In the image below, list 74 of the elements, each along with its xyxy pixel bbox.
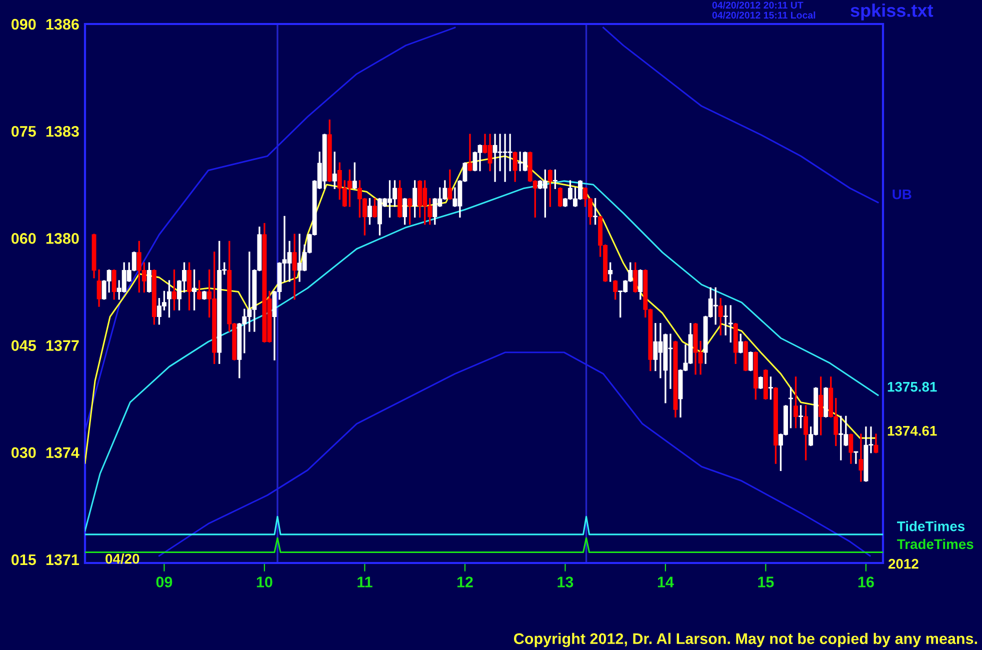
candlestick <box>412 180 418 218</box>
candlestick <box>197 280 202 300</box>
candlestick <box>468 134 472 172</box>
candlestick <box>166 280 172 318</box>
text: 04/20/2012 20:11 UT <box>712 1 804 9</box>
candlestick <box>112 269 116 300</box>
candlestick <box>372 198 377 218</box>
candlestick <box>798 405 804 428</box>
candlestick <box>738 334 743 354</box>
y-tick-label: 1380 <box>46 233 79 244</box>
y2-tick-label: 060 <box>12 233 36 244</box>
candlestick <box>613 280 618 300</box>
candlestick <box>192 269 197 310</box>
y2-tick-label: 030 <box>12 447 36 458</box>
series-label: TideTimes <box>897 521 965 532</box>
candlestick <box>96 269 102 307</box>
x-tick-label: 16 <box>858 576 874 588</box>
candlestick <box>187 262 192 310</box>
x-tick-label: 13 <box>558 576 574 588</box>
candlestick <box>367 198 372 225</box>
candlestick <box>548 170 552 207</box>
y-tick-label: 1377 <box>46 340 79 351</box>
y-tick-label: 1383 <box>46 126 79 137</box>
y2-tick-label: 075 <box>12 126 36 137</box>
y2-tick-label: 090 <box>12 18 36 30</box>
candlestick <box>818 376 824 436</box>
text: 1375.81 <box>888 382 937 392</box>
candlestick <box>292 234 297 300</box>
candlestick <box>848 434 854 464</box>
candlestick <box>804 405 808 460</box>
candlestick <box>352 162 357 190</box>
x-tick-label: 10 <box>256 576 272 588</box>
text: 1374.61 <box>888 426 937 436</box>
candlestick <box>402 198 408 225</box>
candlestick <box>758 376 763 389</box>
candlestick <box>558 187 562 207</box>
candlestick <box>408 198 412 225</box>
candlestick <box>718 298 723 336</box>
candlestick <box>448 170 452 200</box>
candlestick <box>633 262 638 293</box>
series-label: TradeTimes <box>897 538 974 550</box>
x-tick-label: 11 <box>358 576 372 588</box>
candlestick <box>552 170 558 190</box>
candlestick <box>788 387 793 428</box>
candlestick <box>608 262 613 282</box>
candlestick <box>593 198 598 225</box>
candlestick <box>768 376 773 400</box>
x-tick-label: 15 <box>758 576 774 588</box>
line-series <box>85 155 876 464</box>
candlestick <box>638 269 643 300</box>
y-tick-label: 1371 <box>46 554 80 566</box>
y2-tick-label: 015 <box>12 554 36 566</box>
y-tick-label: 1374 <box>46 447 80 458</box>
annotation: 04/20 <box>106 554 140 564</box>
candlestick <box>332 152 337 190</box>
candlestick <box>146 262 152 293</box>
text: spkiss.txt <box>850 4 934 20</box>
candlestick <box>748 352 753 372</box>
text: Copyright 2012, Dr. Al Larson. May not be copied by any means. <box>514 632 977 648</box>
candlestick <box>723 305 728 336</box>
y-tick-label: 1386 <box>46 18 79 30</box>
series-label: UB <box>892 190 912 200</box>
line-series <box>85 180 879 532</box>
x-tick-label: 09 <box>156 576 172 588</box>
candlestick <box>858 434 864 482</box>
text: 04/20/2012 15:11 Local <box>712 11 816 19</box>
text: 2012 <box>888 558 918 569</box>
x-tick-label: 12 <box>457 576 473 588</box>
line-series <box>158 352 871 557</box>
candlestick <box>512 152 518 182</box>
candlestick <box>172 269 176 310</box>
y2-tick-label: 045 <box>12 340 36 351</box>
x-tick-label: 14 <box>658 576 674 588</box>
candlestick <box>794 376 798 428</box>
